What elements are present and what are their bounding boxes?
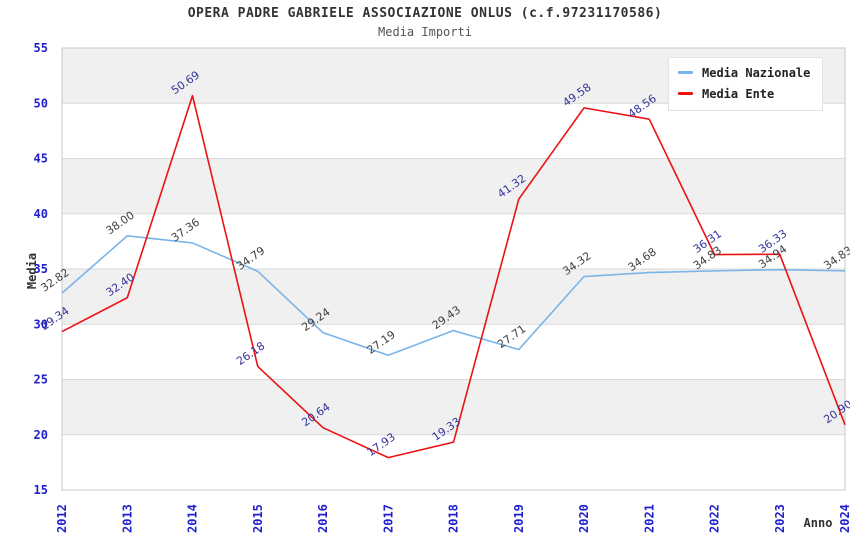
svg-text:2020: 2020 bbox=[577, 504, 591, 533]
x-axis-title: Anno bbox=[804, 516, 833, 530]
svg-text:2024: 2024 bbox=[838, 504, 850, 533]
media-nazionale-line-swatch bbox=[678, 71, 693, 74]
svg-text:2016: 2016 bbox=[316, 504, 330, 533]
legend-item-media-ente: Media Ente bbox=[678, 84, 810, 103]
svg-text:2022: 2022 bbox=[708, 504, 722, 533]
legend-label: Media Nazionale bbox=[702, 65, 811, 80]
svg-text:2017: 2017 bbox=[381, 504, 395, 533]
legend: Media Nazionale Media Ente bbox=[668, 57, 824, 111]
svg-text:25: 25 bbox=[34, 373, 48, 387]
svg-text:2012: 2012 bbox=[55, 504, 69, 533]
svg-text:50: 50 bbox=[34, 96, 48, 110]
svg-text:2015: 2015 bbox=[251, 504, 265, 533]
svg-text:2014: 2014 bbox=[186, 504, 200, 533]
svg-text:2019: 2019 bbox=[512, 504, 526, 533]
svg-text:2018: 2018 bbox=[447, 504, 461, 533]
svg-text:45: 45 bbox=[34, 152, 48, 166]
media-ente-line-swatch bbox=[678, 92, 693, 95]
y-axis-title: Media bbox=[25, 253, 39, 289]
svg-text:35: 35 bbox=[34, 262, 48, 276]
chart-title: OPERA PADRE GABRIELE ASSOCIAZIONE ONLUS … bbox=[187, 6, 663, 21]
chart-subtitle: Media Importi bbox=[378, 25, 472, 39]
svg-text:55: 55 bbox=[34, 41, 48, 55]
svg-text:15: 15 bbox=[34, 483, 48, 497]
svg-text:2013: 2013 bbox=[120, 504, 134, 533]
legend-item-media-nazionale: Media Nazionale bbox=[678, 63, 810, 82]
svg-text:2023: 2023 bbox=[773, 504, 787, 533]
legend-label: Media Ente bbox=[702, 86, 775, 101]
svg-text:20: 20 bbox=[34, 428, 48, 442]
svg-text:40: 40 bbox=[34, 207, 48, 221]
svg-text:30: 30 bbox=[34, 317, 48, 331]
svg-text:2021: 2021 bbox=[642, 504, 656, 533]
